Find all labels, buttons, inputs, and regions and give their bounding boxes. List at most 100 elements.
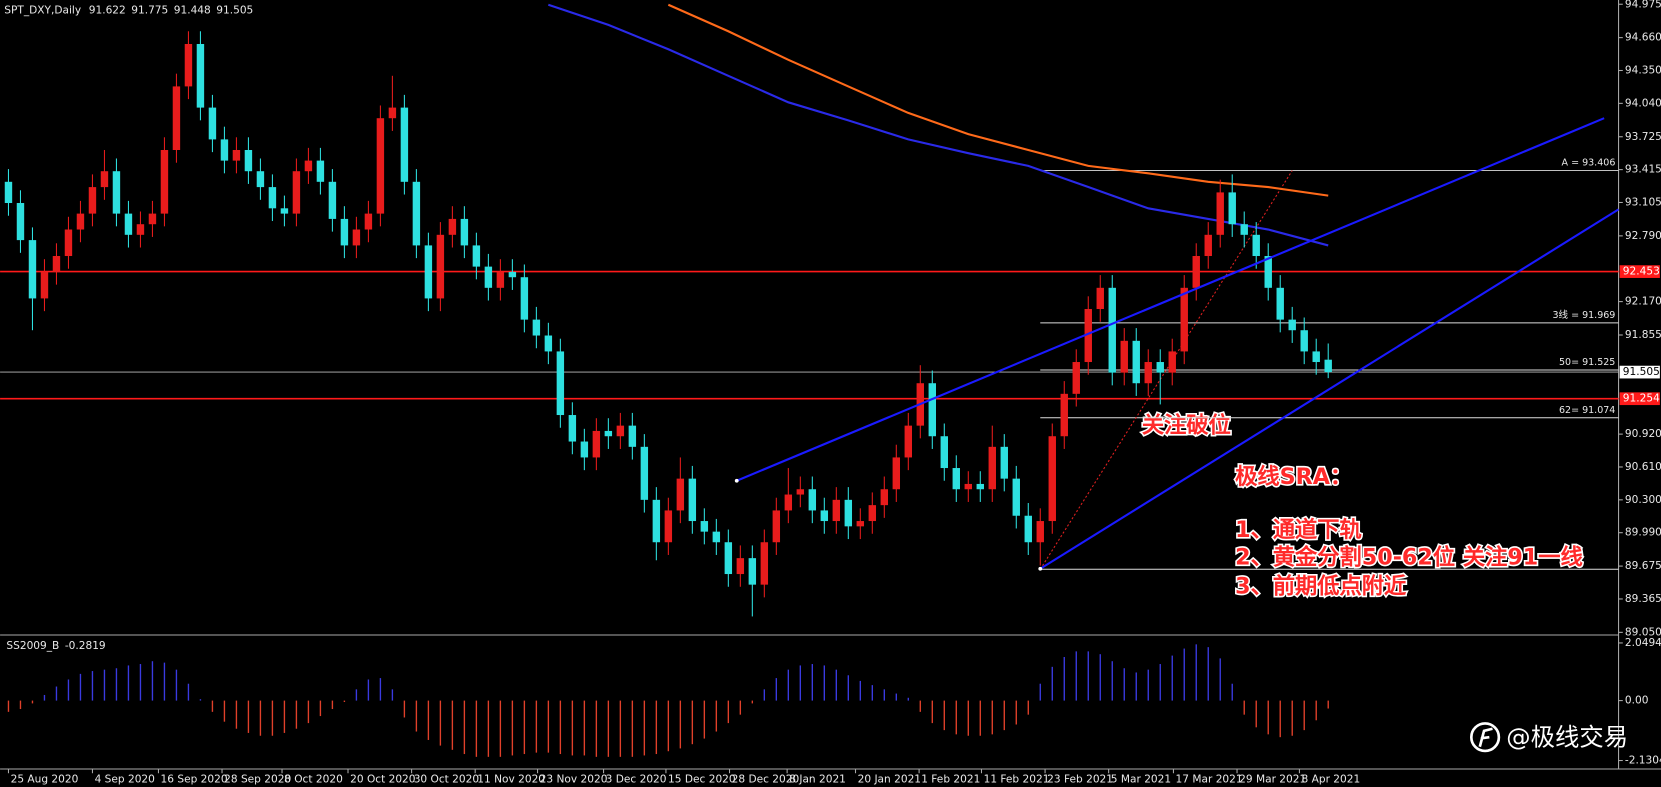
y-tick-label: 90.610 xyxy=(1625,461,1661,473)
oscillator-header: SS2009_B -0.2819 xyxy=(6,640,105,652)
candle-body xyxy=(1072,362,1080,394)
candle-body xyxy=(892,457,901,490)
fibonacci-label: 50= 91.525 xyxy=(1559,357,1615,368)
fibonacci-label: 62= 91.074 xyxy=(1559,405,1615,416)
candle-body xyxy=(220,139,229,161)
x-tick-label: 15 Dec 2020 xyxy=(668,774,736,786)
candle-body xyxy=(1228,192,1236,225)
y-tick-label: 94.040 xyxy=(1625,97,1661,109)
candle-body xyxy=(1168,351,1176,373)
candle-body xyxy=(736,558,745,575)
price-badge xyxy=(1619,265,1660,278)
x-tick-label: 20 Jan 2021 xyxy=(858,774,921,786)
candle-body xyxy=(616,425,625,437)
price-badge xyxy=(1619,365,1660,379)
fibonacci-label: 3线 = 91.969 xyxy=(1552,309,1615,321)
trendline-point xyxy=(734,478,739,483)
candle-body xyxy=(1120,340,1128,373)
candle-body xyxy=(952,468,960,490)
candle-body xyxy=(1132,340,1140,384)
price-badge-label: 92.453 xyxy=(1623,266,1660,278)
candle-body xyxy=(328,181,337,219)
candle-body xyxy=(316,160,325,182)
candle-body xyxy=(1012,478,1020,516)
candle-body xyxy=(352,229,361,246)
oscillator-value: -0.2819 xyxy=(65,640,106,652)
annotation: 极线SRA： xyxy=(1235,463,1352,490)
oscillator-y-tick-label: -2.1304 xyxy=(1625,755,1661,767)
candle-body xyxy=(688,478,697,522)
candle-body xyxy=(760,542,769,585)
candle-body xyxy=(52,256,61,272)
annotation: 1、通道下轨 xyxy=(1235,516,1362,543)
x-tick-label: 11 Feb 2021 xyxy=(984,774,1050,786)
candle-body xyxy=(904,425,913,458)
oscillator-y-tick-label: 2.0494 xyxy=(1625,637,1661,649)
candle-body xyxy=(364,213,373,230)
candle-body xyxy=(568,415,577,442)
candle-body xyxy=(1240,224,1248,235)
candle-body xyxy=(208,107,217,140)
candle-body xyxy=(1036,521,1044,543)
candle-body xyxy=(1312,351,1320,363)
candle-body xyxy=(1048,436,1056,522)
x-tick-label: 29 Mar 2021 xyxy=(1239,774,1306,786)
candle-body xyxy=(196,43,205,108)
trendline-point xyxy=(1038,566,1043,571)
trendline xyxy=(736,117,1605,482)
candle-body xyxy=(412,181,421,246)
watermark-logo xyxy=(1470,722,1501,753)
candle-body xyxy=(280,208,289,214)
candle-body xyxy=(820,510,829,522)
oscillator-name: SS2009_B xyxy=(6,640,59,652)
candle-body xyxy=(580,441,589,458)
annotation: 3、前期低点附近 xyxy=(1235,572,1407,599)
candle-body xyxy=(172,86,181,151)
candle-body xyxy=(1180,287,1188,352)
x-tick-label: 28 Sep 2020 xyxy=(224,774,291,786)
x-tick-label: 8 Apr 2021 xyxy=(1302,774,1361,786)
candle-body xyxy=(256,171,265,188)
candle-body xyxy=(1060,393,1068,437)
candle-body xyxy=(832,499,841,522)
candle-body xyxy=(1204,234,1212,257)
x-tick-label: 3 Dec 2020 xyxy=(606,774,667,786)
annotation: 关注破位 xyxy=(1142,411,1231,438)
candle-body xyxy=(28,240,37,299)
candle-body xyxy=(40,271,49,299)
trendline xyxy=(1039,208,1620,570)
candle-body xyxy=(544,335,553,352)
candle-body xyxy=(1144,362,1152,384)
x-tick-label: 23 Feb 2021 xyxy=(1047,774,1113,786)
y-tick-label: 90.920 xyxy=(1625,428,1661,440)
candle-body xyxy=(1252,234,1260,257)
candle-body xyxy=(376,118,385,214)
candle-body xyxy=(100,171,109,188)
candle-body xyxy=(4,181,13,204)
moving-average xyxy=(547,3,1329,247)
candle-body xyxy=(880,489,889,506)
candle-body xyxy=(712,531,721,543)
watermark: @极线交易 xyxy=(1506,722,1628,751)
candle-body xyxy=(856,521,865,527)
candle-body xyxy=(772,510,781,543)
candle-body xyxy=(724,542,733,575)
candle-body xyxy=(160,150,169,214)
candle-body xyxy=(184,43,193,87)
price-badge xyxy=(1619,392,1660,406)
logo-mark xyxy=(1478,727,1493,748)
candle-body xyxy=(304,160,313,172)
candle-body xyxy=(628,425,637,447)
y-tick-label: 89.050 xyxy=(1625,626,1661,638)
candle-body xyxy=(1300,330,1308,352)
candle-body xyxy=(244,150,253,172)
y-tick-label: 89.990 xyxy=(1625,527,1661,539)
candle-body xyxy=(448,218,457,235)
candle-body xyxy=(1324,359,1332,373)
candle-body xyxy=(940,436,948,469)
candle-body xyxy=(964,483,972,490)
candle-body xyxy=(64,229,73,257)
candle-body xyxy=(748,558,757,585)
x-tick-label: 5 Mar 2021 xyxy=(1111,774,1171,786)
